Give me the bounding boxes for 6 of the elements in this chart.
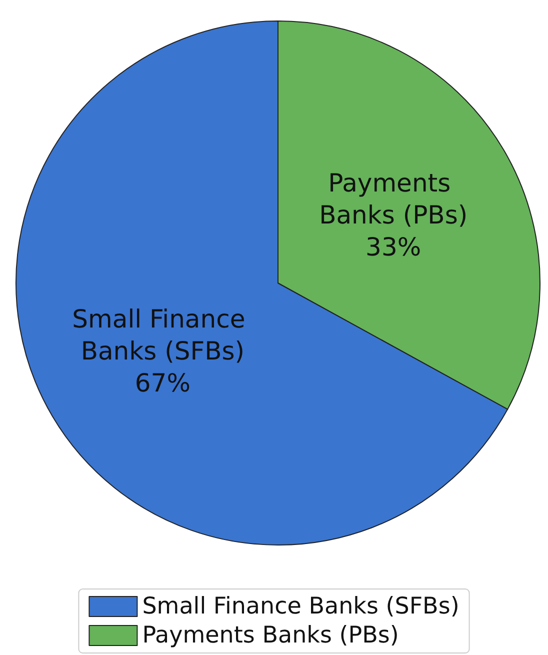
legend-label: Small Finance Banks (SFBs) [142, 594, 460, 620]
slice-label: Small Finance Banks (SFBs) [72, 304, 254, 366]
data-label: 33% [366, 232, 422, 262]
slice-label: Payments Banks (PBs) [319, 168, 468, 230]
legend-label: Payments Banks (PBs) [142, 622, 399, 648]
data-label: 67% [134, 368, 190, 398]
